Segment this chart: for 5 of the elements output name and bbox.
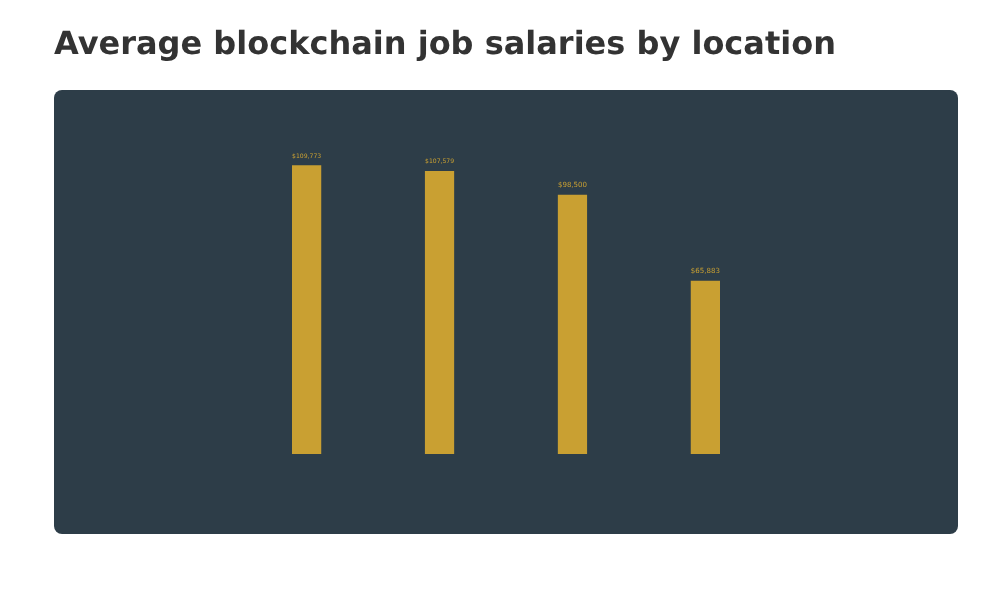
chart-title: Average blockchain job salaries by location [54, 24, 836, 62]
bar [690, 280, 720, 454]
bar [557, 194, 588, 454]
bar [424, 170, 455, 454]
bar [292, 165, 322, 454]
